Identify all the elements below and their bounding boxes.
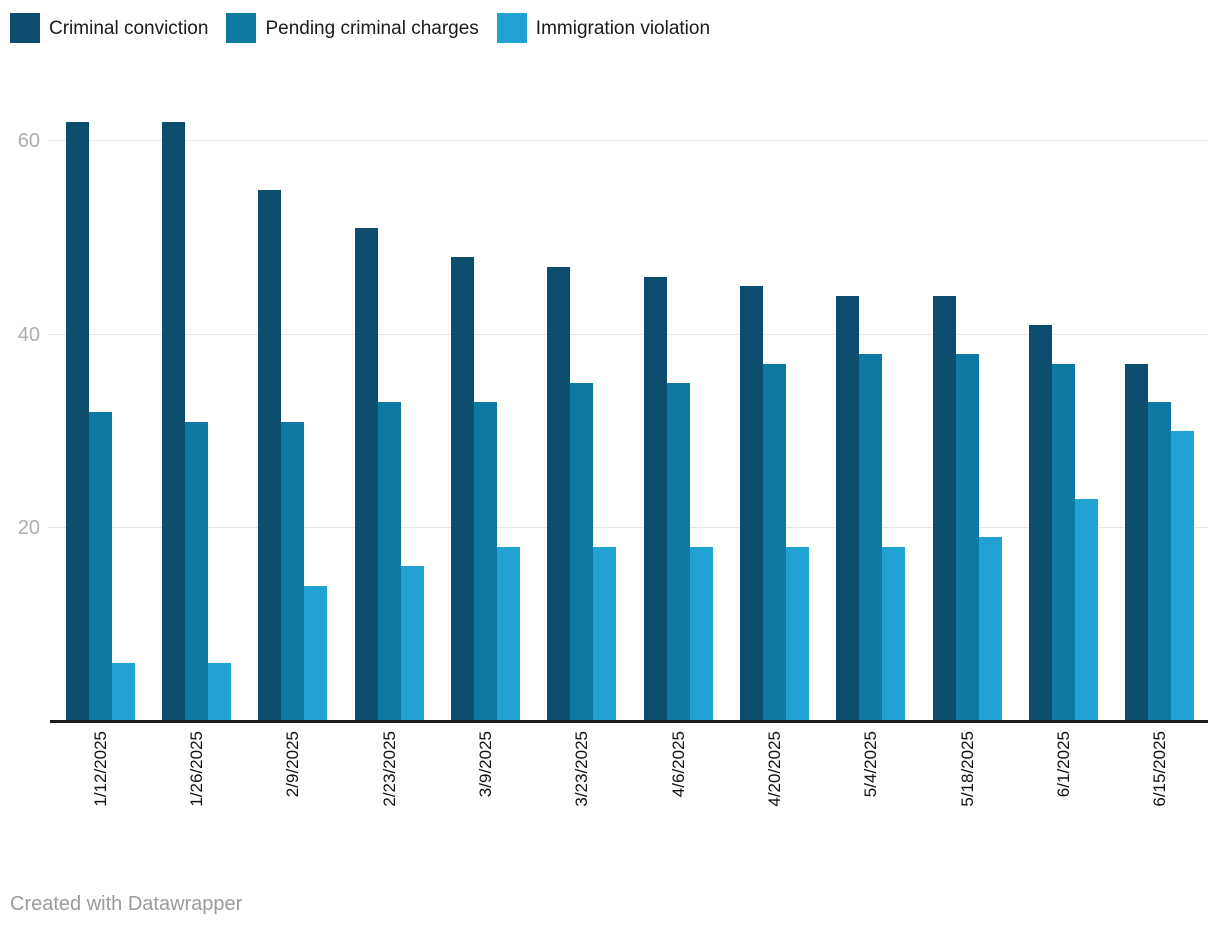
bar-series3-5-18-2025[interactable] [978, 537, 1002, 721]
bar-series1-1-26-2025[interactable] [161, 122, 185, 721]
x-axis-tick-label: 5/18/2025 [957, 731, 977, 807]
x-axis-label-cell: 3/9/2025 [437, 731, 533, 886]
x-axis-label-cell: 2/9/2025 [245, 731, 341, 886]
bar-series1-1-12-2025[interactable] [65, 122, 89, 721]
gridline [48, 140, 1208, 142]
x-axis-tick-label: 6/15/2025 [1150, 731, 1170, 807]
datawrapper-credit-link[interactable]: Created with Datawrapper [10, 893, 243, 915]
x-axis-tick-label: 4/20/2025 [764, 731, 784, 807]
x-axis-tick-label: 2/9/2025 [283, 731, 303, 798]
bar-series2-2-9-2025[interactable] [281, 421, 305, 721]
y-grid: 20 40 60 [18, 122, 1208, 721]
x-axis-tick-label: 1/12/2025 [90, 731, 110, 807]
bar-series2-4-6-2025[interactable] [666, 382, 690, 721]
x-axis-labels: 1/12/2025 1/26/2025 2/9/2025 2/23/2025 3/9/2… [52, 731, 1208, 886]
bar-series1-4-20-2025[interactable] [739, 286, 763, 721]
x-axis-tick-label: 3/23/2025 [572, 731, 592, 807]
bar-series1-2-9-2025[interactable] [258, 189, 282, 721]
x-axis-tick-label: 5/4/2025 [861, 731, 881, 798]
bar-series2-6-15-2025[interactable] [1148, 402, 1172, 721]
x-axis-label-cell: 6/1/2025 [1015, 731, 1111, 886]
bar-series2-1-26-2025[interactable] [184, 421, 208, 721]
bar-series1-4-6-2025[interactable] [643, 276, 667, 721]
x-axis-label-cell: 1/26/2025 [148, 731, 244, 886]
bar-series1-6-1-2025[interactable] [1028, 324, 1052, 721]
x-axis-label-cell: 5/4/2025 [823, 731, 919, 886]
bar-series3-3-23-2025[interactable] [593, 547, 617, 721]
x-axis-baseline [50, 720, 1208, 723]
x-axis-label-cell: 4/6/2025 [630, 731, 726, 886]
x-axis-tick-label: 2/23/2025 [379, 731, 399, 807]
x-axis-tick-label: 3/9/2025 [475, 731, 495, 798]
bar-series3-2-23-2025[interactable] [400, 566, 424, 721]
y-axis-tick-label: 20 [17, 516, 40, 539]
legend-label: Pending criminal charges [265, 17, 479, 39]
bar-series3-6-15-2025[interactable] [1171, 431, 1195, 721]
bar-group [630, 122, 726, 721]
legend-item: Criminal conviction [10, 13, 208, 43]
bar-group [919, 122, 1015, 721]
legend-item: Immigration violation [496, 13, 711, 43]
bar-series3-5-4-2025[interactable] [882, 547, 906, 721]
x-axis-label-cell: 6/15/2025 [1112, 731, 1208, 886]
x-axis-tick-label: 1/26/2025 [186, 731, 206, 807]
bar-series3-1-12-2025[interactable] [111, 663, 135, 721]
legend: Criminal conviction Pending criminal char… [10, 13, 710, 43]
bar-series2-3-23-2025[interactable] [570, 382, 594, 721]
bar-series2-1-12-2025[interactable] [88, 411, 112, 721]
bar-group [1015, 122, 1111, 721]
bar-series2-6-1-2025[interactable] [1051, 363, 1075, 721]
x-axis-tick-label: 4/6/2025 [668, 731, 688, 798]
bar-series2-3-9-2025[interactable] [473, 402, 497, 721]
bar-group [534, 122, 630, 721]
bar-series3-6-1-2025[interactable] [1074, 498, 1098, 721]
bar-series3-1-26-2025[interactable] [207, 663, 231, 721]
bar-series3-2-9-2025[interactable] [304, 585, 328, 721]
legend-label: Criminal conviction [49, 17, 209, 39]
bar-plot-area [52, 122, 1208, 721]
x-axis-tick-label: 6/1/2025 [1053, 731, 1073, 798]
bar-series3-4-6-2025[interactable] [689, 547, 713, 721]
bar-group [437, 122, 533, 721]
x-axis-label-cell: 1/12/2025 [52, 731, 148, 886]
x-axis-label-cell: 5/18/2025 [919, 731, 1015, 886]
bar-series1-5-4-2025[interactable] [836, 295, 860, 721]
y-axis-tick-label: 40 [17, 323, 40, 346]
bar-series1-6-15-2025[interactable] [1125, 363, 1149, 721]
bar-series3-4-20-2025[interactable] [785, 547, 809, 721]
bar-series1-3-23-2025[interactable] [547, 266, 571, 721]
bar-series2-5-4-2025[interactable] [859, 353, 883, 721]
legend-swatch-icon [226, 13, 257, 43]
bar-series1-5-18-2025[interactable] [932, 295, 956, 721]
x-axis-label-cell: 2/23/2025 [341, 731, 437, 886]
bar-group [726, 122, 822, 721]
x-axis-label-cell: 4/20/2025 [726, 731, 822, 886]
x-axis-label-cell: 3/23/2025 [534, 731, 630, 886]
gridline [48, 526, 1208, 528]
bar-group [823, 122, 919, 721]
bar-series2-4-20-2025[interactable] [762, 363, 786, 721]
legend-label: Immigration violation [535, 17, 711, 39]
bar-group [148, 122, 244, 721]
bar-group [341, 122, 437, 721]
bar-series2-2-23-2025[interactable] [377, 402, 401, 721]
bar-series3-3-9-2025[interactable] [496, 547, 520, 721]
bar-series1-2-23-2025[interactable] [354, 228, 378, 721]
bar-group [245, 122, 341, 721]
bar-group [52, 122, 148, 721]
bar-group [1112, 122, 1208, 721]
bar-series1-3-9-2025[interactable] [450, 257, 474, 721]
legend-item: Pending criminal charges [226, 13, 479, 43]
bar-series2-5-18-2025[interactable] [955, 353, 979, 721]
y-axis-tick-label: 60 [17, 130, 40, 153]
gridline [48, 333, 1208, 335]
legend-swatch-icon [496, 13, 527, 43]
legend-swatch-icon [10, 13, 40, 43]
